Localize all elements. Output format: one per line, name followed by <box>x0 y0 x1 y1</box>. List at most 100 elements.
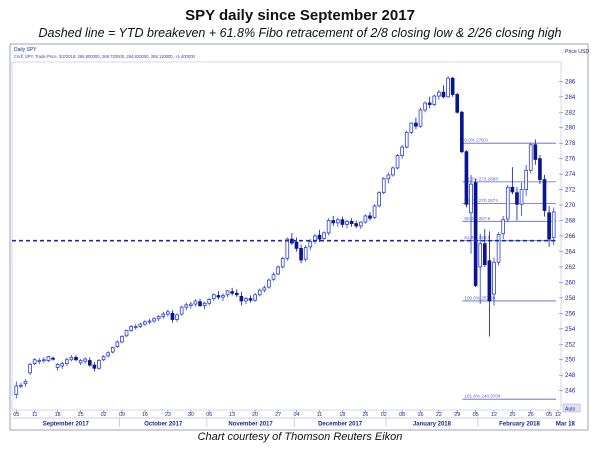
x-tick-label: 02 <box>381 412 387 418</box>
candle-body <box>28 363 32 374</box>
y-tick-label: 278 <box>565 140 576 147</box>
candle-body <box>211 294 216 300</box>
x-tick-label: 20 <box>252 412 258 418</box>
candle-body <box>46 356 51 361</box>
month-label: Mar 18 <box>556 422 576 428</box>
candle-body <box>538 158 542 180</box>
candle-body <box>271 274 276 280</box>
candle-body <box>381 178 386 194</box>
candle-body <box>97 360 101 369</box>
fib-label: 38.2% 270.2674 <box>464 198 498 203</box>
candle-body <box>358 221 363 227</box>
candle-body <box>216 295 221 298</box>
x-tick-label: 23 <box>165 412 171 418</box>
y-tick-label: 284 <box>565 94 576 101</box>
candle-body <box>505 186 510 220</box>
fib-label: 23.6% 273.2688 <box>464 176 498 181</box>
candle-body <box>267 279 271 288</box>
candle-body <box>276 266 280 275</box>
candle-body <box>335 219 340 224</box>
candle-body <box>294 241 299 249</box>
candle-body <box>280 258 285 268</box>
x-tick-label: 06 <box>206 412 212 418</box>
candle-body <box>234 292 239 296</box>
x-tick-label: 16 <box>142 412 148 418</box>
candle-body <box>391 167 395 176</box>
y-tick-label: 286 <box>565 78 576 85</box>
candle-body <box>193 300 198 305</box>
x-tick-label: 25 <box>78 412 84 418</box>
y-tick-label: 276 <box>565 156 576 163</box>
candle-body <box>372 205 377 218</box>
y-tick-label: 282 <box>565 109 576 116</box>
candle-body <box>299 247 303 261</box>
chart-subtitle: Dashed line = YTD breakeven + 61.8% Fibo… <box>38 26 562 40</box>
x-tick-label: 11 <box>317 412 323 418</box>
month-label: December 2017 <box>318 422 363 428</box>
candle-body <box>23 380 28 385</box>
candle-body <box>404 131 409 148</box>
candle-body <box>542 179 547 211</box>
x-tick-label: 08 <box>399 412 405 418</box>
candle-body <box>83 358 88 362</box>
chart-credit: Chart courtesy of Thomson Reuters Eikon <box>197 431 403 443</box>
y-tick-label: 280 <box>565 125 576 132</box>
candle-body <box>198 301 202 307</box>
candle-body <box>175 314 179 320</box>
x-tick-label: 22 <box>436 412 442 418</box>
auto-scale-box <box>562 403 581 413</box>
candle-body <box>469 183 473 214</box>
candle-body <box>202 302 207 306</box>
auto-scale-tag: Auto <box>565 407 576 413</box>
month-label: February 2018 <box>499 422 540 428</box>
candle-body <box>147 320 152 323</box>
chart-title: SPY daily since September 2017 <box>185 7 415 24</box>
candle-body <box>551 211 556 238</box>
x-tick-label: 12 <box>491 412 497 418</box>
legend-text: Cndl, SPY, Trade Price, 3/2/2018, 265.80… <box>14 54 196 59</box>
candle-body <box>87 360 92 366</box>
x-tick-label: 18 <box>339 412 345 418</box>
candle-body <box>42 359 46 362</box>
candle-body <box>285 238 290 259</box>
candle-body <box>161 313 166 317</box>
candle-body <box>303 247 308 260</box>
candle-body <box>239 295 244 302</box>
candle-body <box>55 363 60 368</box>
candle-body <box>37 360 42 362</box>
candle-body <box>248 298 253 301</box>
candle-body <box>331 220 336 224</box>
x-tick-label: 27 <box>275 412 281 418</box>
candle-body <box>450 77 455 95</box>
candle-body <box>189 303 193 307</box>
candle-body <box>515 192 519 205</box>
candle-body <box>156 316 161 320</box>
y-tick-label: 248 <box>565 372 576 379</box>
y-tick-label: 270 <box>565 202 576 209</box>
candle-body <box>19 384 23 387</box>
x-tick-label: 05 <box>473 412 479 418</box>
candle-body <box>110 346 115 353</box>
candle-body <box>547 212 551 240</box>
y-tick-label: 260 <box>565 279 576 286</box>
x-tick-label: 02 <box>101 412 107 418</box>
candle-body <box>524 169 528 190</box>
candle-body <box>501 219 506 235</box>
x-tick-label: 20 <box>509 412 515 418</box>
y-tick-label: 258 <box>565 295 576 302</box>
x-tick-label: 29 <box>454 412 460 418</box>
candle-body <box>460 111 464 153</box>
candle-body <box>363 215 368 223</box>
candle-body <box>533 144 538 160</box>
x-tick-label: 05 <box>13 412 19 418</box>
candle-body <box>308 241 313 248</box>
candle-body <box>326 220 331 234</box>
candle-body <box>455 94 460 113</box>
plot-area <box>11 61 562 411</box>
y-tick-label: 262 <box>565 264 576 271</box>
candle-body <box>69 357 74 361</box>
x-tick-label: 30 <box>188 412 194 418</box>
candle-body <box>441 91 446 98</box>
panel-tag: Daily SPY <box>14 47 37 53</box>
candle-body <box>423 102 427 111</box>
